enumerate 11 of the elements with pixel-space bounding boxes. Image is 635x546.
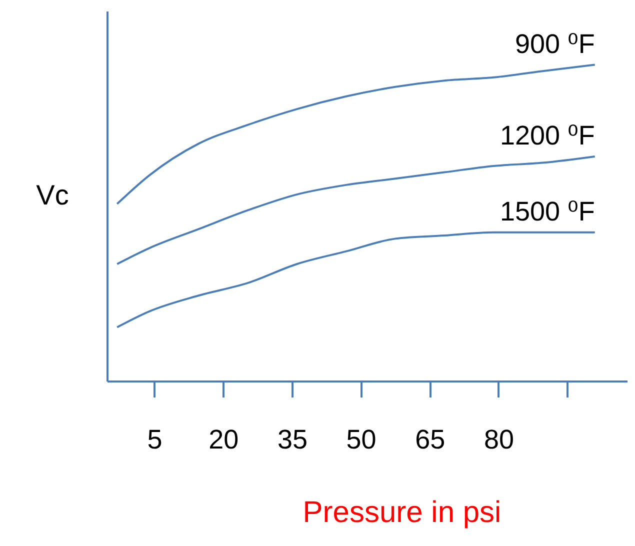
x-tick-label: 5 (147, 424, 162, 454)
y-axis-title: Vc (36, 180, 69, 210)
series-label: 900 ⁰F (515, 28, 595, 59)
series-label: 1500 ⁰F (500, 196, 595, 226)
x-axis-title: Pressure in psi (302, 496, 502, 529)
x-tick-label: 80 (484, 424, 514, 454)
x-tick-label: 20 (208, 424, 239, 454)
x-tick-label: 50 (346, 424, 376, 454)
series-label: 1200 ⁰F (500, 120, 595, 150)
x-tick-label: 65 (415, 424, 446, 454)
x-tick-label: 35 (277, 424, 308, 454)
